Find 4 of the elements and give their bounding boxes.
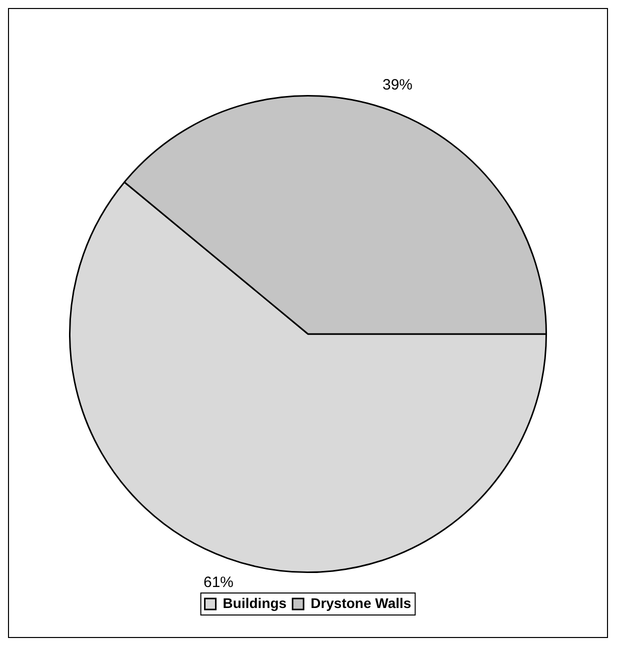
data-label: 39% bbox=[382, 76, 413, 94]
legend-label: Buildings bbox=[222, 594, 287, 611]
data-label: 61% bbox=[203, 574, 234, 591]
legend-label: Drystone Walls bbox=[310, 594, 412, 611]
